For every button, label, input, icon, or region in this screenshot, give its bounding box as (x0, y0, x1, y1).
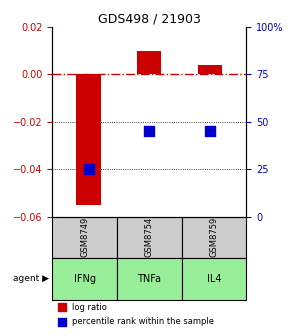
FancyBboxPatch shape (117, 217, 182, 258)
Point (59, 304, 64, 310)
Text: agent ▶: agent ▶ (13, 275, 49, 283)
Text: IFNg: IFNg (74, 274, 96, 284)
Text: TNFa: TNFa (137, 274, 161, 284)
Point (208, 129, 212, 134)
Point (147, 129, 152, 134)
Point (86, 167, 91, 172)
Bar (137, 51, 162, 74)
FancyBboxPatch shape (182, 217, 246, 258)
Title: GDS498 / 21903: GDS498 / 21903 (98, 13, 201, 26)
Bar (77, 74, 101, 205)
Text: GSM8759: GSM8759 (210, 217, 219, 257)
FancyBboxPatch shape (52, 217, 117, 258)
Text: IL4: IL4 (207, 274, 221, 284)
Text: GSM8749: GSM8749 (80, 217, 89, 257)
Text: log ratio: log ratio (72, 302, 106, 311)
Text: GSM8754: GSM8754 (145, 217, 154, 257)
Text: percentile rank within the sample: percentile rank within the sample (72, 318, 214, 326)
Point (59, 319, 64, 325)
FancyBboxPatch shape (52, 258, 117, 300)
FancyBboxPatch shape (182, 258, 246, 300)
Bar (198, 65, 222, 74)
FancyBboxPatch shape (117, 258, 182, 300)
